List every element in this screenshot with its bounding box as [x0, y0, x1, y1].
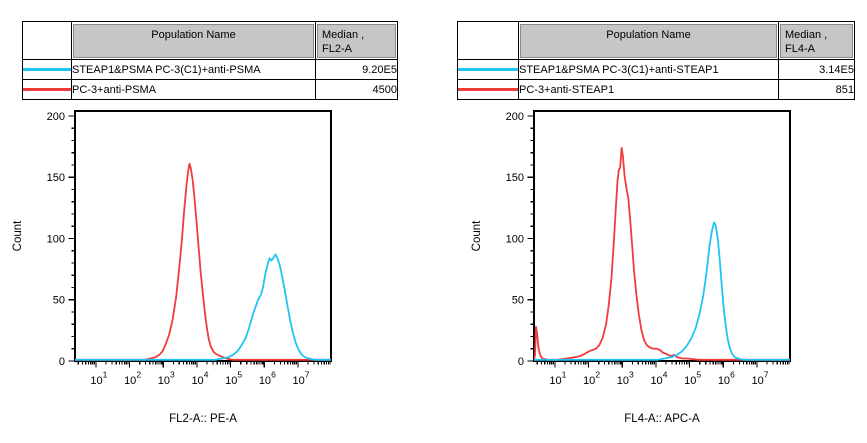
swatch-cell — [457, 59, 519, 80]
x-tick-label: 103 — [617, 370, 634, 388]
median-header-line1: Median , — [322, 28, 365, 41]
population-name-cell: STEAP1&PSMA PC-3(C1)+anti-STEAP1 — [518, 59, 779, 80]
median-value-cell: 4500 — [315, 79, 398, 100]
series-curve-1 — [534, 221, 790, 361]
x-axis-title: FL4-A:: APC-A — [624, 413, 700, 425]
x-tick-label: 105 — [684, 370, 701, 388]
y-axis-title: Count — [471, 220, 483, 251]
population-name-cell: PC-3+anti-PSMA — [71, 79, 316, 100]
legend-row-negative: PC-3+anti-STEAP1 851 — [457, 79, 855, 100]
population-name-cell: STEAP1&PSMA PC-3(C1)+anti-PSMA — [71, 59, 316, 80]
y-tick-label: 150 — [506, 172, 524, 184]
median-header: Median , FL2-A — [315, 21, 398, 60]
y-axis-title: Count — [12, 220, 24, 251]
series-color-swatch-cyan — [23, 68, 71, 71]
legend-swatch-header-cell — [22, 21, 72, 60]
median-header-line2: FL2-A — [322, 42, 352, 55]
population-name-header-label: Population Name — [606, 28, 691, 41]
x-tick-label: 104 — [650, 370, 667, 388]
tick-labels: 0 50 100 150 200 101 102 103 104 105 106 107 — [506, 111, 769, 387]
series-curve-0 — [75, 162, 331, 361]
swatch-cell — [22, 79, 72, 100]
series-curve-1 — [75, 253, 331, 361]
x-tick-label: 107 — [751, 370, 768, 388]
legend-swatch-header-cell — [457, 21, 519, 60]
median-header: Median , FL4-A — [778, 21, 855, 60]
swatch-cell — [22, 59, 72, 80]
population-name-header-label: Population Name — [151, 28, 236, 41]
x-tick-label: 104 — [191, 370, 208, 388]
y-tick-label: 100 — [506, 233, 524, 245]
legend-row-positive: STEAP1&PSMA PC-3(C1)+anti-STEAP1 3.14E5 — [457, 59, 855, 80]
swatch-cell — [457, 79, 519, 100]
median-header-line1: Median , — [785, 28, 828, 41]
axes-and-ticks — [68, 110, 332, 368]
median-value-cell: 3.14E5 — [778, 59, 855, 80]
y-tick-label: 50 — [512, 295, 524, 307]
series-color-swatch-red — [23, 88, 71, 91]
x-tick-label: 105 — [225, 370, 242, 388]
x-tick-label: 106 — [259, 370, 276, 388]
population-name-header: Population Name — [518, 21, 779, 60]
series-color-swatch-red — [458, 88, 518, 91]
median-value-cell: 9.20E5 — [315, 59, 398, 80]
series-curve-0 — [534, 146, 790, 361]
x-tick-label: 101 — [90, 370, 107, 388]
legend-table-fl2: Population Name Median , FL2-A STEAP1&PS… — [22, 21, 398, 100]
y-tick-label: 0 — [518, 356, 524, 368]
y-tick-label: 100 — [47, 233, 65, 245]
x-tick-label: 106 — [718, 370, 735, 388]
legend-row-negative: PC-3+anti-PSMA 4500 — [22, 79, 398, 100]
legend-row-positive: STEAP1&PSMA PC-3(C1)+anti-PSMA 9.20E5 — [22, 59, 398, 80]
y-tick-label: 50 — [53, 295, 65, 307]
x-axis-title: FL2-A:: PE-A — [169, 413, 237, 425]
x-tick-label: 102 — [124, 370, 141, 388]
histogram-curves — [534, 146, 790, 361]
y-tick-label: 150 — [47, 172, 65, 184]
legend-table-fl4: Population Name Median , FL4-A STEAP1&PS… — [457, 21, 855, 100]
x-tick-label: 103 — [158, 370, 175, 388]
series-color-swatch-cyan — [458, 68, 518, 71]
x-tick-label: 101 — [549, 370, 566, 388]
y-tick-label: 200 — [47, 111, 65, 123]
median-value-cell: 851 — [778, 79, 855, 100]
tick-labels: 0 50 100 150 200 101 102 103 104 105 106 107 — [47, 111, 310, 387]
axes-and-ticks — [527, 110, 791, 368]
y-tick-label: 200 — [506, 111, 524, 123]
y-tick-label: 0 — [59, 356, 65, 368]
population-name-cell: PC-3+anti-STEAP1 — [518, 79, 779, 100]
histogram-curves — [75, 162, 331, 361]
population-name-header: Population Name — [71, 21, 316, 60]
x-tick-label: 107 — [292, 370, 309, 388]
median-header-line2: FL4-A — [785, 42, 815, 55]
x-tick-label: 102 — [583, 370, 600, 388]
